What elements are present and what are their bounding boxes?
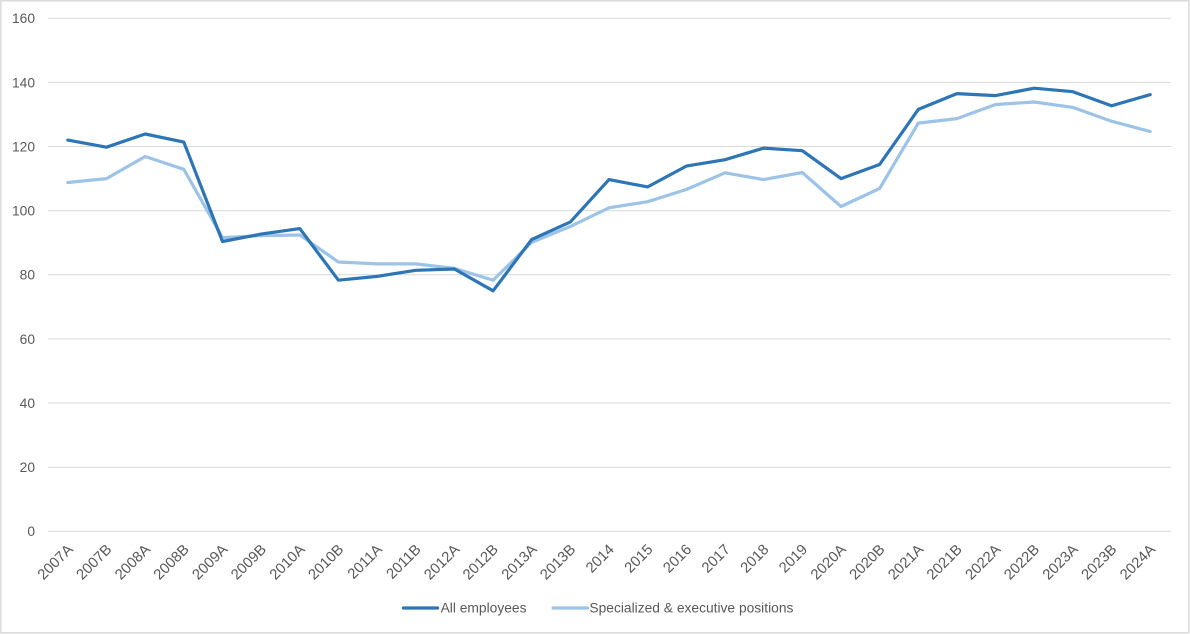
svg-text:0: 0 <box>27 524 35 539</box>
svg-text:40: 40 <box>20 396 36 411</box>
svg-text:All employees: All employees <box>441 600 527 615</box>
svg-text:120: 120 <box>12 139 35 154</box>
svg-text:60: 60 <box>20 332 36 347</box>
svg-text:80: 80 <box>20 268 36 283</box>
svg-text:Specialized & executive positi: Specialized & executive positions <box>589 600 793 615</box>
svg-text:20: 20 <box>20 460 36 475</box>
svg-text:100: 100 <box>12 204 35 219</box>
svg-text:140: 140 <box>12 75 35 90</box>
svg-text:160: 160 <box>12 11 35 26</box>
